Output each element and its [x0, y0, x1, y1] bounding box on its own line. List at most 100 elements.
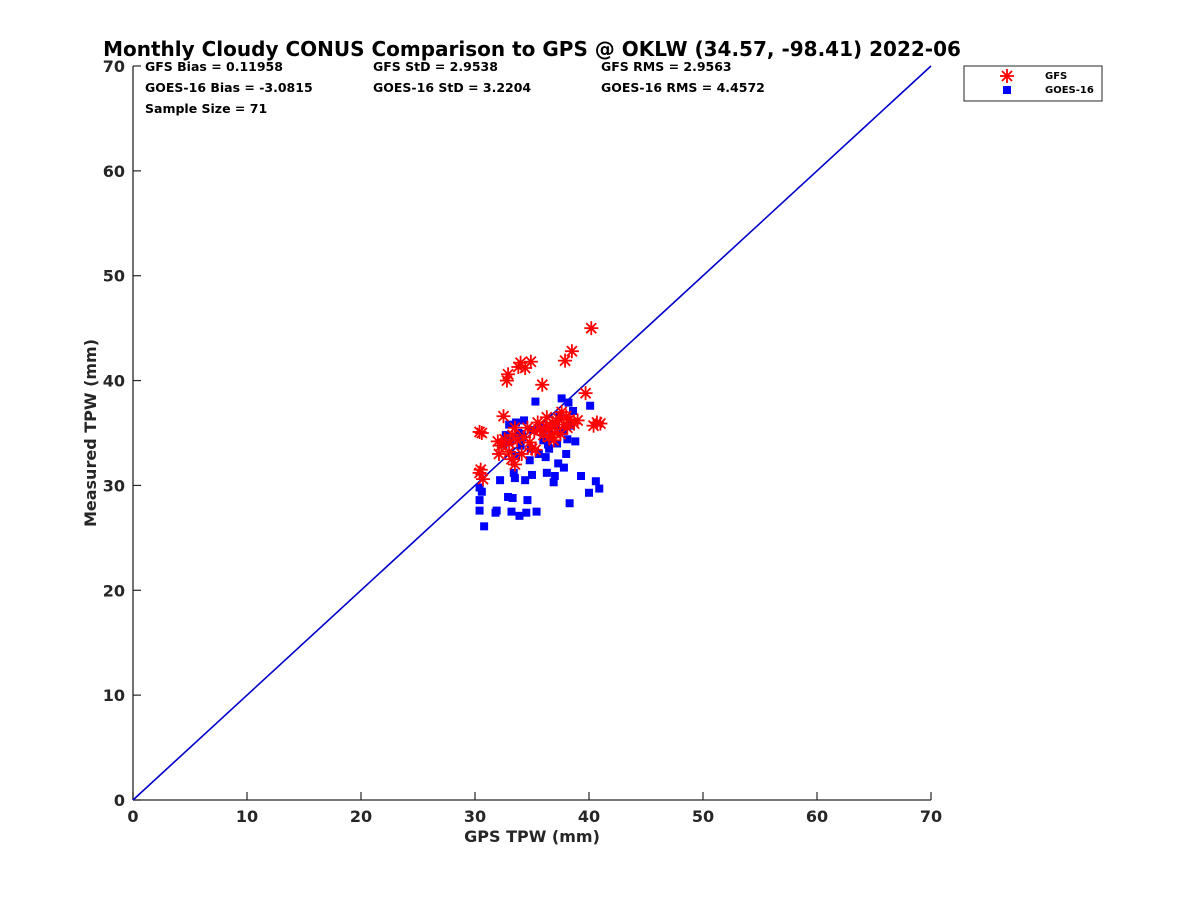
gfs-point — [593, 416, 608, 431]
y-tick-label: 0 — [114, 791, 125, 810]
x-ticks: 0 10 20 30 40 50 60 70 — [127, 792, 942, 826]
y-tick-label: 10 — [103, 686, 125, 705]
gfs-point — [584, 321, 599, 336]
goes16-point — [564, 398, 573, 407]
goes16-point — [542, 468, 551, 477]
x-tick-label: 10 — [236, 807, 258, 826]
goes16-point — [543, 440, 552, 449]
gfs-point — [491, 446, 506, 461]
legend-label-gfs: GFS — [1045, 71, 1067, 82]
goes16-point — [571, 437, 580, 446]
chart-title: Monthly Cloudy CONUS Comparison to GPS @… — [103, 37, 961, 61]
gfs-point — [578, 386, 593, 401]
gfs-point — [514, 446, 529, 461]
series-goes16 — [475, 394, 604, 531]
goes16-point — [545, 444, 554, 453]
gfs-point — [570, 413, 585, 428]
goes16-point — [496, 476, 505, 485]
x-tick-label: 70 — [920, 807, 942, 826]
goes16-point — [480, 522, 489, 531]
goes16-point — [528, 470, 536, 479]
goes16-point — [477, 487, 486, 496]
gfs-point — [473, 462, 488, 477]
gfs-point — [501, 367, 516, 382]
goes16-point — [531, 397, 540, 406]
gfs-rms-text: GFS RMS = 2.9563 — [601, 59, 732, 74]
x-tick-label: 40 — [578, 807, 600, 826]
goes16-point — [504, 492, 513, 501]
gfs-point — [558, 353, 573, 368]
gfs-point — [523, 354, 538, 369]
goes16-point — [521, 476, 530, 485]
goes16-point — [523, 496, 532, 505]
goes16-point — [541, 453, 550, 462]
goes16-point — [505, 420, 514, 429]
goes-std-text: GOES-16 StD = 3.2204 — [373, 80, 531, 95]
goes16-point — [515, 511, 524, 520]
goes16-point — [559, 463, 568, 472]
goes16-point — [475, 506, 484, 515]
goes16-point — [549, 478, 558, 487]
gfs-point — [535, 377, 550, 392]
series-gfs — [472, 321, 608, 487]
goes16-point — [586, 401, 595, 410]
goes16-point — [508, 494, 517, 503]
x-tick-label: 0 — [127, 807, 138, 826]
goes16-point — [520, 416, 529, 425]
goes16-point — [569, 406, 578, 415]
gfs-point — [528, 442, 543, 457]
goes16-point — [554, 459, 563, 468]
goes-bias-text: GOES-16 Bias = -3.0815 — [145, 80, 313, 95]
goes16-point — [566, 421, 575, 430]
legend-marker-gfs — [1000, 69, 1014, 83]
legend-box — [963, 65, 1103, 102]
goes16-point — [516, 441, 525, 450]
legend-label-goes16: GOES-16 — [1045, 85, 1094, 96]
y-tick-label: 60 — [103, 162, 125, 181]
gfs-std-text: GFS StD = 2.9538 — [373, 59, 498, 74]
x-tick-label: 50 — [692, 807, 714, 826]
goes16-point — [512, 418, 521, 427]
legend-gfs-asterisk — [1000, 69, 1014, 83]
goes16-point — [512, 452, 521, 461]
gfs-point — [564, 344, 579, 359]
goes16-point — [557, 394, 566, 403]
y-tick-label: 50 — [103, 267, 125, 286]
goes16-point — [550, 471, 559, 480]
goes16-point — [510, 474, 519, 483]
x-tick-label: 60 — [806, 807, 828, 826]
sample-size-text: Sample Size = 71 — [145, 101, 267, 116]
goes16-point — [475, 496, 484, 505]
gfs-point — [496, 409, 511, 424]
goes16-point — [522, 508, 531, 517]
y-tick-label: 20 — [103, 581, 125, 600]
gfs-bias-text: GFS Bias = 0.11958 — [145, 59, 283, 74]
goes16-point — [525, 456, 534, 465]
y-tick-label: 70 — [103, 57, 125, 76]
gfs-point — [475, 472, 490, 487]
goes16-point — [595, 484, 604, 493]
goes16-point — [509, 468, 518, 477]
y-axis-label: Measured TPW (mm) — [81, 339, 100, 527]
x-axis-label: GPS TPW (mm) — [464, 827, 600, 846]
goes16-point — [562, 449, 571, 458]
goes16-point — [563, 435, 572, 444]
gfs-point — [507, 420, 522, 435]
y-tick-label: 40 — [103, 372, 125, 391]
stats-annotations: GFS Bias = 0.11958 GOES-16 Bias = -3.081… — [145, 59, 765, 116]
gfs-point — [474, 426, 489, 440]
goes16-point — [507, 507, 516, 516]
goes16-point — [577, 471, 586, 480]
goes16-point — [591, 477, 600, 486]
goes16-point — [565, 499, 574, 508]
goes16-point — [532, 507, 541, 516]
legend-marker-goes16 — [1003, 86, 1011, 94]
goes16-point — [492, 506, 501, 515]
plot-axes — [132, 66, 931, 801]
legend: GFS GOES-16 — [963, 65, 1103, 102]
goes16-point — [585, 488, 593, 497]
y-ticks: 0 10 20 30 40 50 60 70 — [103, 57, 141, 810]
y-tick-label: 30 — [103, 476, 125, 495]
x-tick-label: 30 — [464, 807, 486, 826]
